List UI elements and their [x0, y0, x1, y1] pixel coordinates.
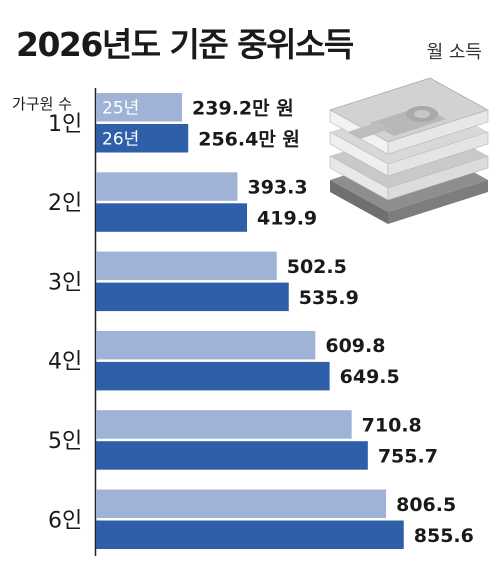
bar — [96, 251, 277, 281]
bar — [96, 124, 189, 153]
value-label: 806.5 — [396, 494, 456, 516]
category-label: 5인 — [48, 429, 82, 454]
value-label: 419.9 — [257, 208, 317, 230]
bar — [96, 282, 289, 312]
value-label: 239.2만 원 — [192, 97, 294, 119]
value-label: 755.7 — [378, 445, 438, 467]
bar — [96, 203, 248, 232]
bar — [96, 93, 183, 122]
category-label: 4인 — [48, 350, 82, 375]
unit-label: 월 소득 — [426, 42, 482, 63]
category-label: 6인 — [48, 508, 82, 533]
bar — [96, 441, 368, 470]
value-label: 535.9 — [299, 287, 359, 309]
bar — [96, 361, 330, 391]
category-label: 3인 — [48, 270, 82, 295]
category-label: 2인 — [48, 191, 82, 216]
money-stack-icon — [328, 77, 490, 224]
legend-label: 25년 — [102, 98, 139, 118]
chart-title: 2026년도 기준 중위소득 — [16, 25, 354, 64]
bar — [96, 489, 387, 518]
value-label: 393.3 — [247, 177, 307, 199]
value-label: 502.5 — [287, 256, 347, 278]
value-label: 710.8 — [362, 414, 422, 436]
value-label: 855.6 — [414, 525, 474, 547]
bar — [96, 520, 404, 549]
bar — [96, 410, 352, 439]
row-header: 가구원 수 — [12, 95, 72, 113]
value-label: 609.8 — [325, 335, 385, 357]
value-label: 256.4만 원 — [198, 128, 300, 150]
value-label: 649.5 — [340, 366, 400, 388]
bar — [96, 172, 238, 201]
legend-label: 26년 — [102, 129, 139, 149]
bar — [96, 330, 316, 360]
category-label: 1인 — [48, 112, 82, 137]
